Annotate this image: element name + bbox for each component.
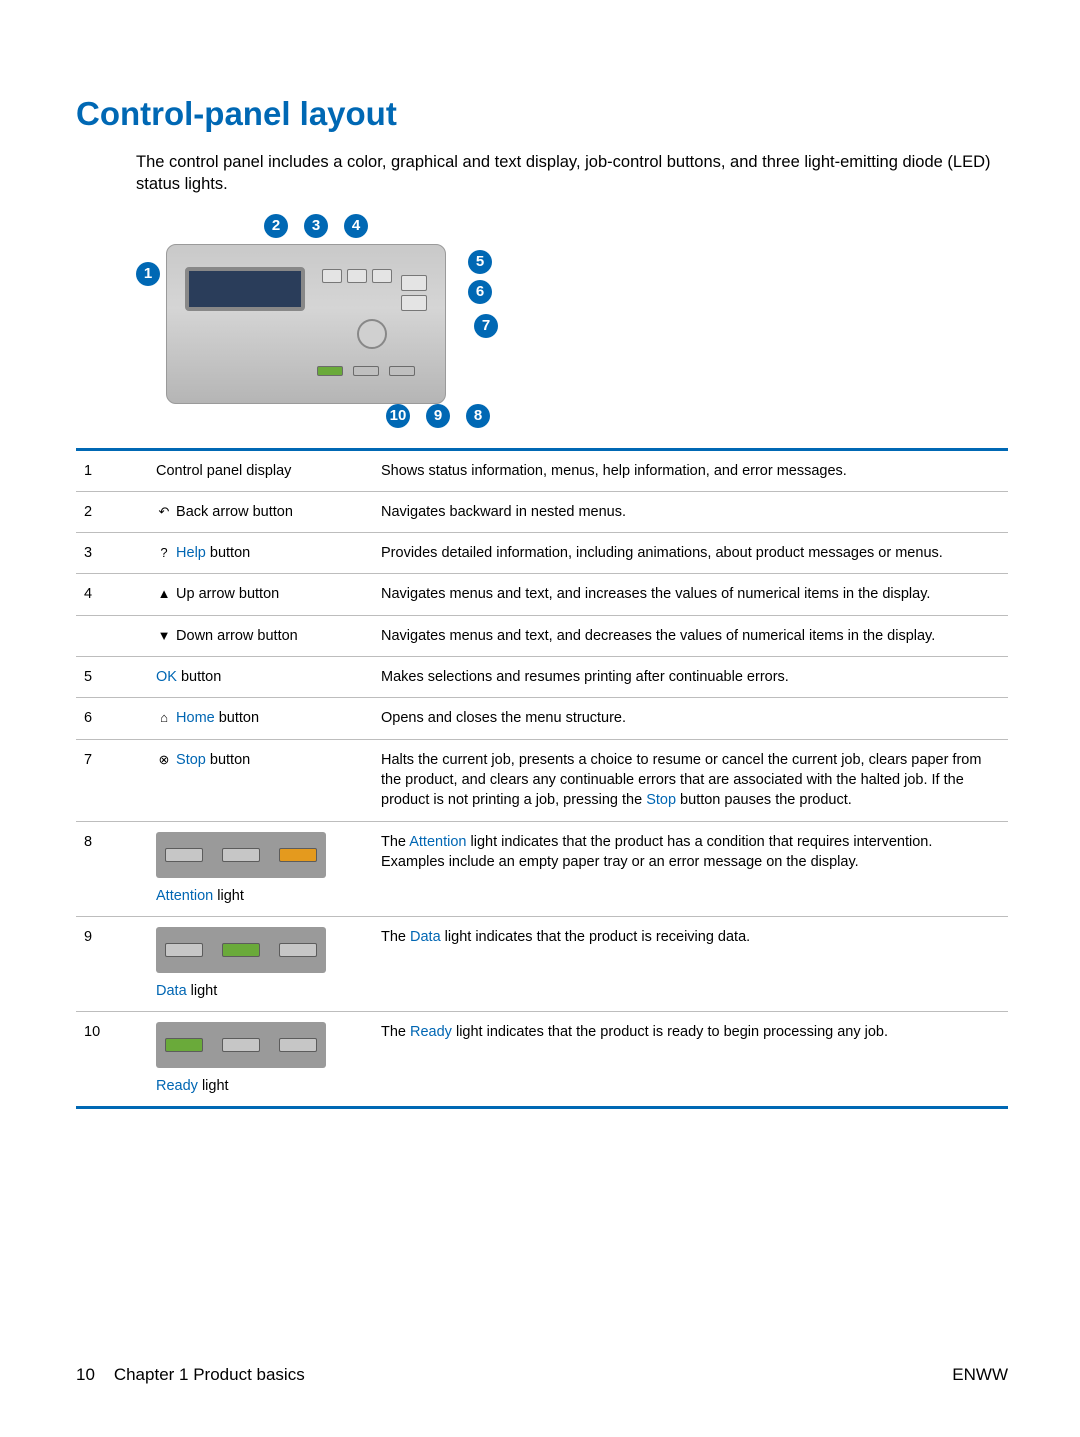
row-description: Makes selections and resumes printing af…	[373, 657, 1008, 698]
ok-button-graphic	[401, 275, 427, 291]
back-button-graphic	[322, 269, 342, 283]
row-description: Opens and closes the menu structure.	[373, 698, 1008, 739]
row-name-link: Help	[176, 545, 206, 561]
row-number: 7	[76, 739, 148, 821]
row-number: 3	[76, 533, 148, 574]
page-heading: Control-panel layout	[76, 95, 1008, 133]
page-footer: 10 Chapter 1 Product basics ENWW	[0, 1365, 1080, 1385]
row-name: ▼ Down arrow button	[148, 615, 373, 656]
row-number: 1	[76, 449, 148, 491]
row-description: Halts the current job, presents a choice…	[373, 739, 1008, 821]
led-indicator-data	[156, 927, 326, 973]
row-description: The Attention light indicates that the p…	[373, 821, 1008, 916]
row-description: The Data light indicates that the produc…	[373, 916, 1008, 1011]
row-number: 8	[76, 821, 148, 916]
callout-3: 3	[304, 214, 328, 238]
row-description: Navigates menus and text, and decreases …	[373, 615, 1008, 656]
up-button-graphic	[372, 269, 392, 283]
row-name-link: Data	[156, 983, 187, 999]
led-strip-graphic	[317, 363, 427, 379]
legend-row: 2↶ Back arrow buttonNavigates backward i…	[76, 491, 1008, 532]
callout-6: 6	[468, 280, 492, 304]
chapter-label: Chapter 1 Product basics	[114, 1365, 305, 1384]
row-name: Data light	[148, 916, 373, 1011]
callout-5: 5	[468, 250, 492, 274]
row-name: Attention light	[148, 821, 373, 916]
row-icon: ⊗	[156, 751, 172, 769]
row-description: The Ready light indicates that the produ…	[373, 1012, 1008, 1108]
legend-row: 3? Help buttonProvides detailed informat…	[76, 533, 1008, 574]
row-name-link: OK	[156, 669, 177, 685]
callout-10: 10	[386, 404, 410, 428]
help-button-graphic	[347, 269, 367, 283]
row-description: Provides detailed information, including…	[373, 533, 1008, 574]
row-desc-link: Stop	[646, 792, 676, 808]
legend-row: 5OK buttonMakes selections and resumes p…	[76, 657, 1008, 698]
legend-row: 7⊗ Stop buttonHalts the current job, pre…	[76, 739, 1008, 821]
page-number: 10	[76, 1365, 95, 1384]
callout-4: 4	[344, 214, 368, 238]
row-icon: ▲	[156, 585, 172, 603]
row-number: 10	[76, 1012, 148, 1108]
row-description: Shows status information, menus, help in…	[373, 449, 1008, 491]
panel-body	[166, 244, 446, 404]
legend-row: 8Attention lightThe Attention light indi…	[76, 821, 1008, 916]
row-desc-link: Data	[410, 929, 441, 945]
row-number: 5	[76, 657, 148, 698]
row-name-link: Stop	[176, 752, 206, 768]
row-name-link: Ready	[156, 1078, 198, 1094]
panel-screen	[185, 267, 305, 311]
row-name-link: Home	[176, 710, 215, 726]
callout-9: 9	[426, 404, 450, 428]
legend-row: 10Ready lightThe Ready light indicates t…	[76, 1012, 1008, 1108]
row-name: Control panel display	[148, 449, 373, 491]
row-name: ? Help button	[148, 533, 373, 574]
row-desc-link: Ready	[410, 1024, 452, 1040]
callout-8: 8	[466, 404, 490, 428]
row-name: Ready light	[148, 1012, 373, 1108]
row-icon: ?	[156, 544, 172, 562]
row-name: ⌂ Home button	[148, 698, 373, 739]
row-number: 9	[76, 916, 148, 1011]
home-button-graphic	[401, 295, 427, 311]
row-name: OK button	[148, 657, 373, 698]
legend-row: 1Control panel displayShows status infor…	[76, 449, 1008, 491]
row-icon: ⌂	[156, 709, 172, 727]
row-name: ↶ Back arrow button	[148, 491, 373, 532]
row-number: 2	[76, 491, 148, 532]
row-name-link: Attention	[156, 888, 213, 904]
callout-2: 2	[264, 214, 288, 238]
led-indicator-ready	[156, 1022, 326, 1068]
legend-row: 4▲ Up arrow buttonNavigates menus and te…	[76, 574, 1008, 615]
row-number: 6	[76, 698, 148, 739]
row-description: Navigates backward in nested menus.	[373, 491, 1008, 532]
row-name: ⊗ Stop button	[148, 739, 373, 821]
control-panel-diagram: 1 2 3 4 5 6 7 8 9 10	[136, 214, 1008, 434]
row-number: 4	[76, 574, 148, 615]
legend-row: ▼ Down arrow buttonNavigates menus and t…	[76, 615, 1008, 656]
row-desc-link: Attention	[409, 834, 466, 850]
legend-row: 6⌂ Home buttonOpens and closes the menu …	[76, 698, 1008, 739]
legend-table: 1Control panel displayShows status infor…	[76, 448, 1008, 1110]
legend-row: 9Data lightThe Data light indicates that…	[76, 916, 1008, 1011]
stop-button-graphic	[357, 319, 387, 349]
callout-1: 1	[136, 262, 160, 286]
row-icon: ↶	[156, 503, 172, 521]
intro-text: The control panel includes a color, grap…	[136, 151, 1008, 196]
row-name: ▲ Up arrow button	[148, 574, 373, 615]
footer-right: ENWW	[952, 1365, 1008, 1385]
row-number	[76, 615, 148, 656]
callout-7: 7	[474, 314, 498, 338]
row-description: Navigates menus and text, and increases …	[373, 574, 1008, 615]
row-icon: ▼	[156, 627, 172, 645]
led-indicator-attention	[156, 832, 326, 878]
